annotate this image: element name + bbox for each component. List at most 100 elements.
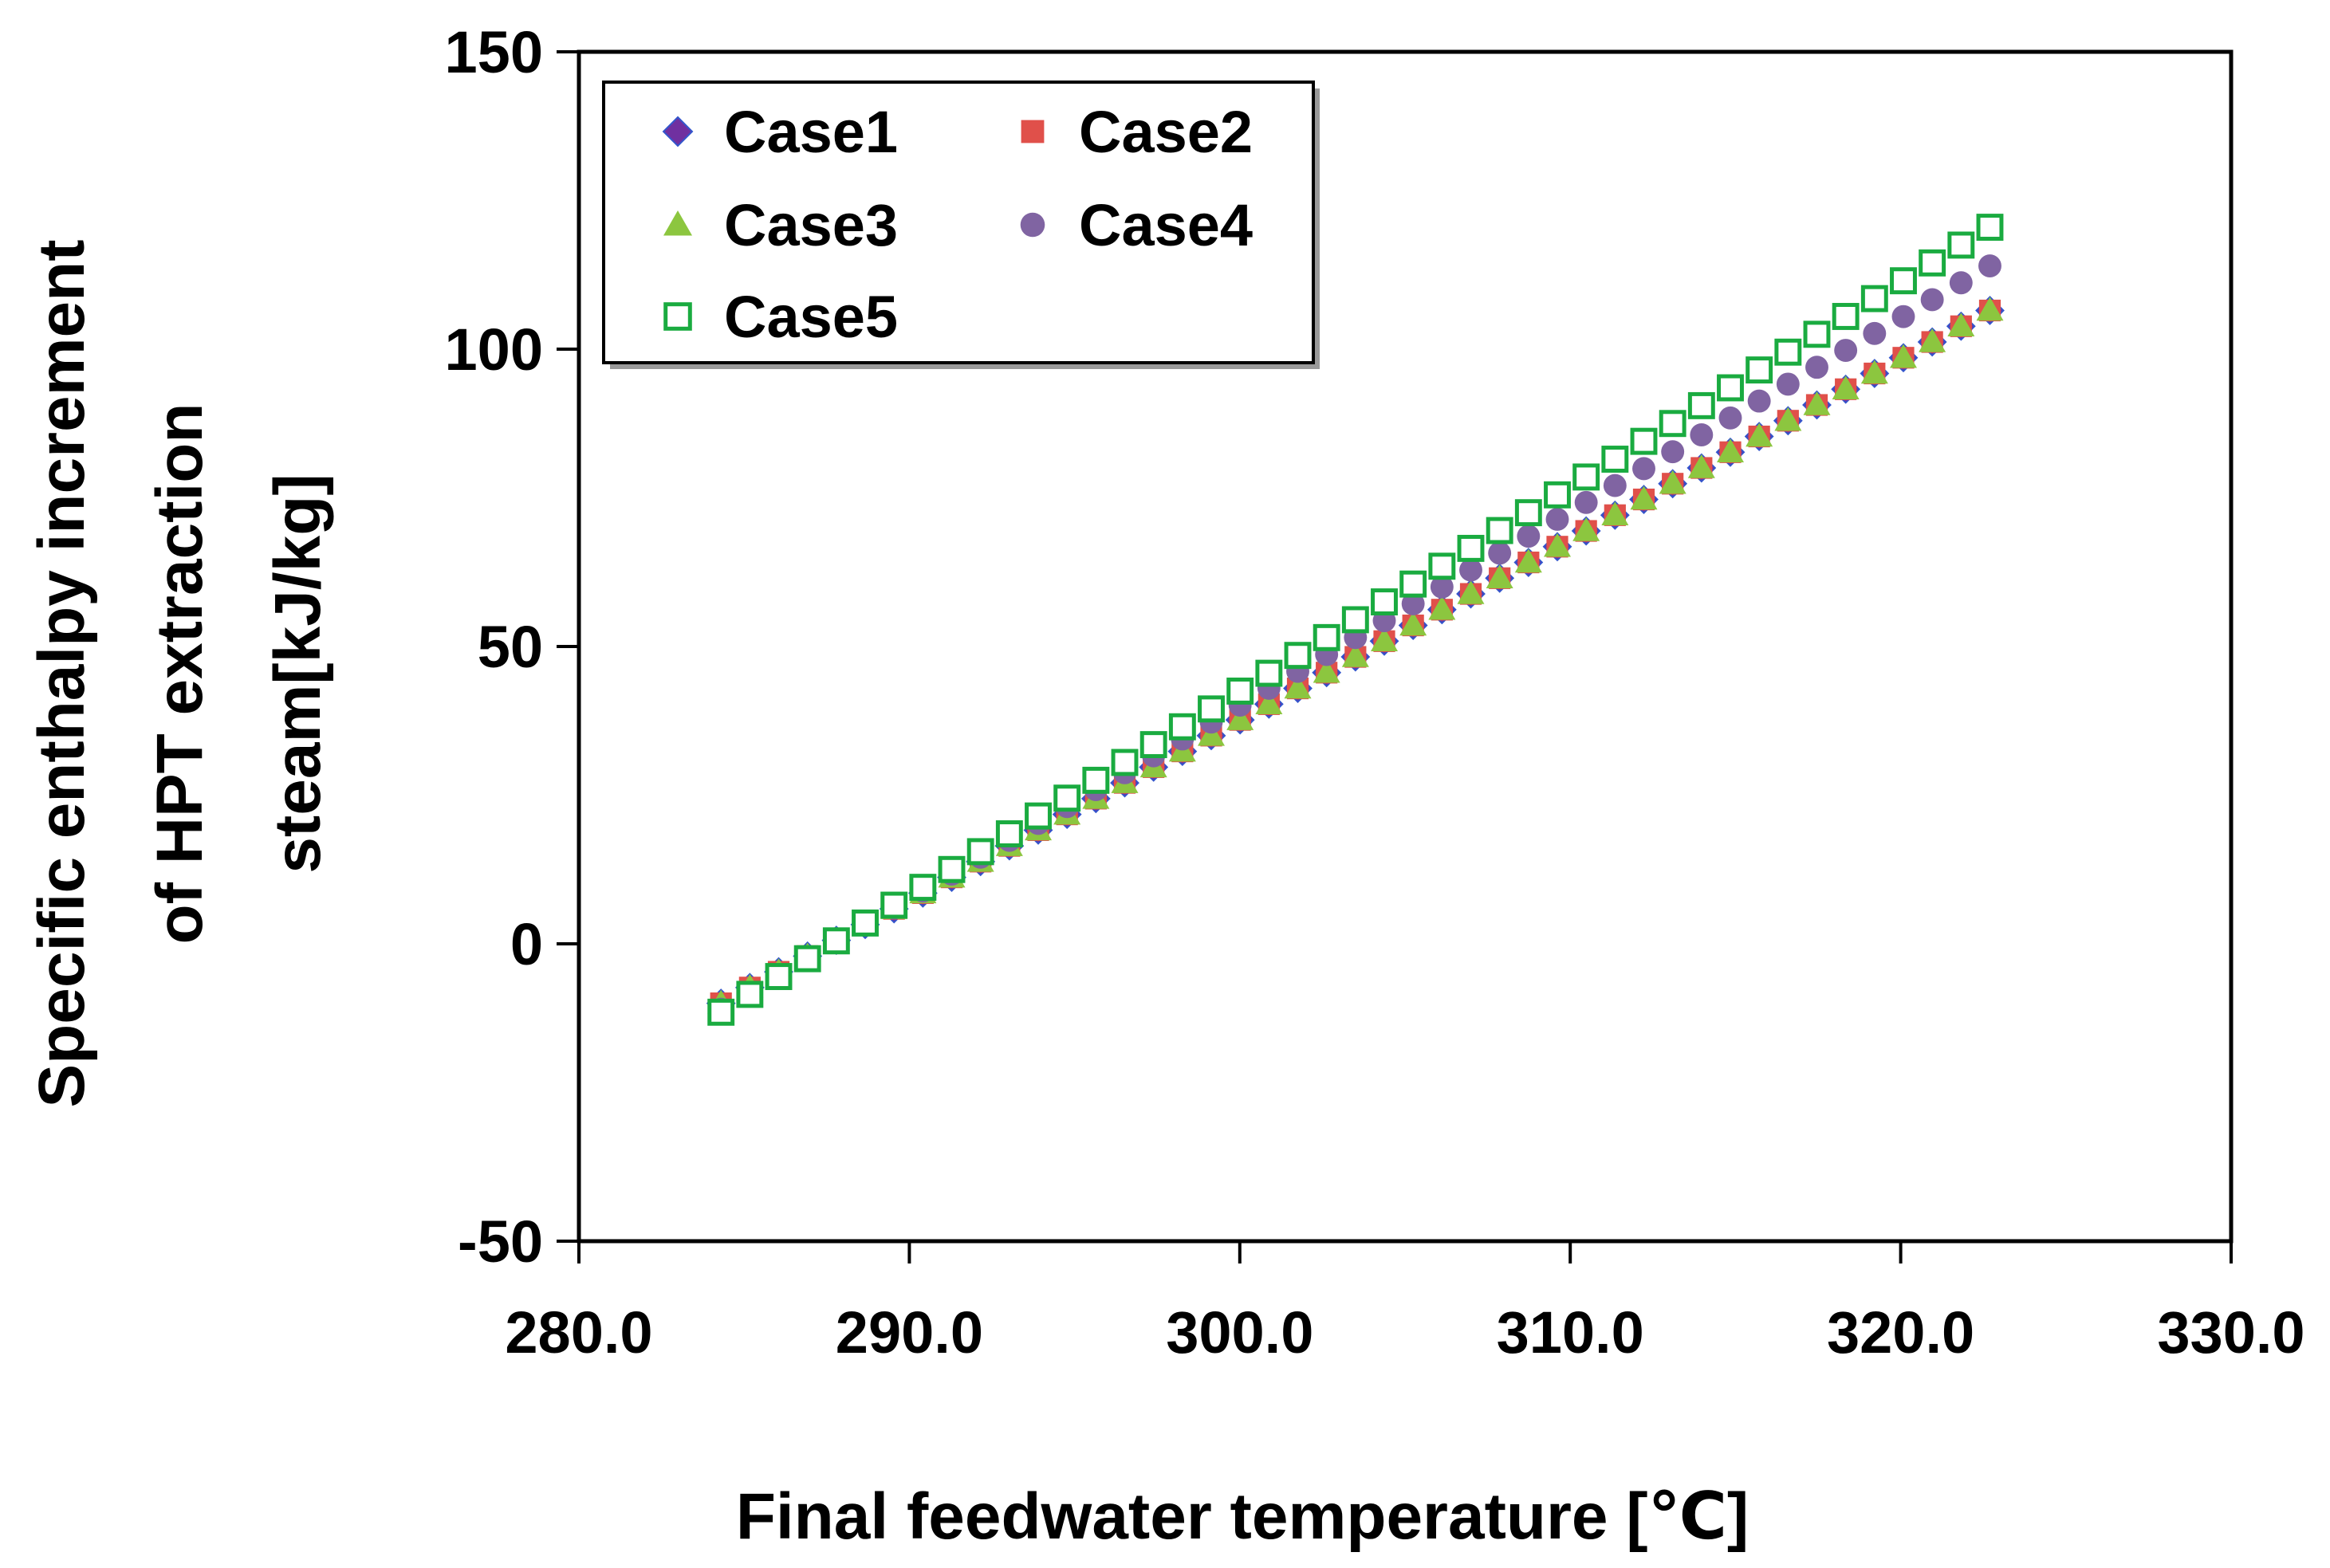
data-point-case4 [1545,508,1569,531]
legend-label-case1: Case1 [724,99,898,165]
y-tick-label: 150 [445,19,543,85]
data-point-case5 [1832,303,1860,330]
data-point-case5 [1428,552,1456,580]
data-point-case3 [1889,344,1917,368]
data-point-case5 [1255,659,1283,687]
data-point-case5 [793,945,821,973]
data-point-case4 [1690,423,1714,446]
y-axis-label-line-1: Specific enthalpy increment [26,239,98,1107]
data-point-case5 [1746,356,1773,384]
data-point-case5 [1514,499,1542,527]
data-point-case4 [1603,474,1627,497]
x-tick-label: 330.0 [2157,1299,2304,1366]
data-point-case4 [1949,271,1973,295]
data-point-case3 [1860,360,1888,384]
data-point-case5 [1111,749,1139,776]
data-point-case5 [1313,623,1340,651]
data-point-case5 [822,927,850,955]
data-point-case3 [1198,721,1226,746]
data-point-case5 [1198,695,1225,723]
data-point-case4 [1891,305,1915,328]
data-point-case4 [1661,440,1685,464]
data-point-case5 [1919,249,1946,277]
data-point-case5 [1341,606,1369,634]
data-point-case5 [1025,802,1052,830]
y-axis-label: Specific enthalpy increment of HPT extra… [26,239,334,1107]
data-point-case4 [1920,288,1944,312]
series-case5 [707,214,2004,1026]
data-point-case4 [1574,490,1598,514]
x-tick-label: 290.0 [836,1299,983,1366]
y-axis-label-line-3: steam[kJ/kg] [262,474,334,873]
data-point-case5 [1082,766,1110,794]
data-point-case4 [1632,457,1655,481]
data-point-case5 [909,874,937,902]
data-point-case3 [1399,611,1427,636]
data-point-case4 [1834,339,1858,362]
data-point-case5 [1630,427,1658,455]
data-point-case3 [1832,375,1860,400]
x-tick-label: 310.0 [1497,1299,1644,1366]
data-point-case4 [1747,389,1771,413]
legend-marker-case1 [662,116,694,147]
legend-marker-case3 [663,210,692,236]
data-point-case5 [1890,267,1917,295]
data-point-case4 [1430,575,1454,599]
y-tick-label: -50 [458,1208,543,1275]
x-tick-label: 320.0 [1827,1299,1974,1366]
data-point-case3 [1457,580,1485,604]
data-point-case3 [1486,564,1513,589]
legend-marker-case2 [1021,120,1045,143]
data-point-case5 [765,963,793,990]
legend-label-case3: Case3 [724,192,898,258]
data-point-case5 [1284,642,1312,670]
data-point-case4 [1459,558,1482,582]
data-point-case5 [1687,391,1715,419]
data-point-case5 [1717,374,1744,402]
x-tick-label: 300.0 [1166,1299,1313,1366]
data-point-case5 [1544,481,1571,509]
data-point-case5 [1572,463,1600,491]
data-point-case5 [1371,588,1398,615]
data-point-case3 [1371,627,1399,652]
data-point-case5 [1947,231,1975,259]
data-point-case5 [852,909,879,937]
legend-marker-case4 [1020,212,1045,238]
data-point-case3 [1428,595,1456,620]
data-point-case3 [1572,517,1600,541]
data-point-case5 [736,980,764,1008]
legend-marker-case5 [663,302,692,331]
data-point-case5 [880,891,908,919]
data-point-case5 [1457,534,1485,562]
data-point-case5 [1399,570,1427,598]
data-point-case4 [1776,372,1800,396]
data-point-case5 [1860,285,1888,312]
data-point-case3 [1746,422,1773,447]
data-point-case3 [1255,690,1283,715]
y-axis-label-line-2: of HPT extraction [144,403,216,945]
data-point-case5 [1659,410,1686,438]
data-point-case3 [1716,438,1744,463]
data-point-case3 [1284,674,1312,699]
y-tick-label: 0 [510,911,543,977]
data-point-case3 [1630,485,1658,510]
data-point-case5 [1774,338,1802,366]
y-tick-label: 100 [445,316,543,383]
data-point-case3 [1976,297,2004,321]
data-point-case3 [1601,501,1629,526]
data-point-case3 [1659,470,1686,494]
data-point-case5 [995,820,1023,847]
data-point-case4 [1978,254,2001,278]
data-point-case3 [1313,658,1340,683]
data-point-case4 [1401,591,1425,615]
data-point-case5 [1226,678,1254,705]
data-point-case5 [1486,517,1513,544]
data-point-case5 [1053,784,1081,812]
data-point-case5 [707,998,735,1026]
data-point-case3 [1687,454,1715,478]
legend-label-case4: Case4 [1079,192,1253,258]
data-point-case4 [1488,541,1512,565]
data-point-case3 [1514,548,1542,573]
data-point-case3 [1774,407,1802,431]
